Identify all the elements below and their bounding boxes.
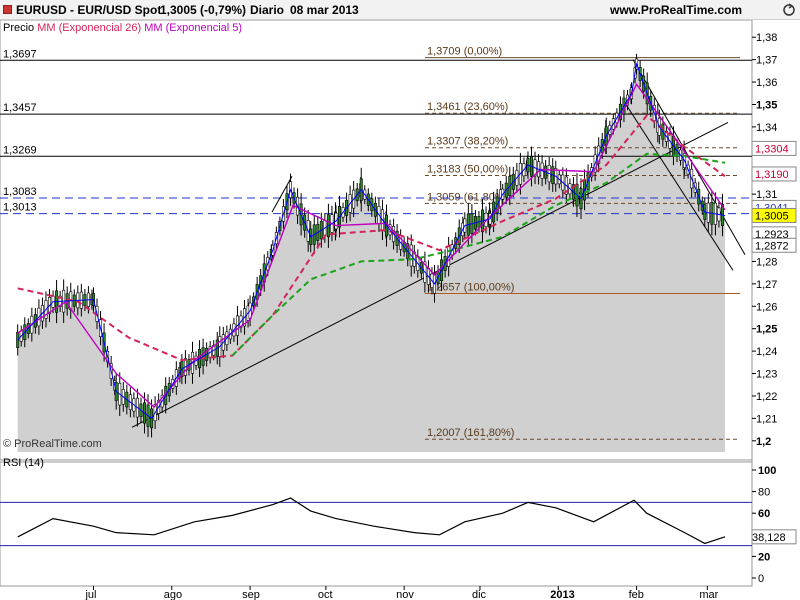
y-tick-label: 1,37 [756, 55, 777, 67]
site-url[interactable]: www.ProRealTime.com [610, 3, 743, 17]
fib-label: 1,2007 (161,80%) [427, 427, 514, 439]
rsi-panel [0, 461, 753, 587]
fib-label: 1,2657 (100,00%) [427, 281, 514, 293]
price-line [17, 62, 726, 420]
date: 08 mar 2013 [290, 3, 359, 17]
refresh-icon[interactable] [782, 3, 796, 17]
rsi-y-tick-label: 20 [758, 551, 770, 563]
y-tick-label: 1,27 [756, 279, 777, 291]
x-tick-label: dic [472, 589, 487, 600]
y-tick-label: 1,34 [756, 122, 777, 134]
y-tick-label: 1,38 [756, 32, 777, 44]
right-label: 1,3304 [755, 143, 789, 155]
copyright: © ProRealTime.com [3, 438, 102, 450]
fib-label: 1,3059 (61,80%) [427, 191, 508, 203]
level-label: 1,3269 [3, 144, 37, 156]
trendline-short [271, 175, 293, 213]
rsi-y-tick-label: 80 [758, 487, 770, 499]
legend: Precio MM (Exponencial 26) MM (Exponenci… [3, 22, 242, 34]
fib-label: 1,3183 (50,00%) [427, 164, 508, 176]
right-label-box [751, 207, 797, 223]
x-tick-label: nov [396, 589, 414, 600]
fib-label: 1,3307 (38,20%) [427, 136, 508, 148]
y-tick-label: 1,36 [756, 77, 777, 89]
legend-ema26: MM (Exponencial 26) [37, 22, 142, 34]
y-tick-label: 1,21 [756, 413, 777, 425]
level-label: 1,3083 [3, 186, 37, 198]
ema5-line [17, 82, 726, 409]
level-label: 1,3013 [3, 202, 37, 214]
level-label: 1,3697 [3, 48, 37, 60]
rsi-y-tick-label: 60 [758, 508, 770, 520]
y-tick-label: 1,24 [756, 346, 777, 358]
instrument-name: EURUSD - EUR/USD Spot [16, 3, 162, 17]
y-tick-label: 1,31 [756, 189, 777, 201]
level-label: 1,3457 [3, 102, 37, 114]
fib-label: 1,3461 (23,60%) [427, 101, 508, 113]
ema-green-line [231, 152, 726, 357]
trendline-channel [625, 104, 734, 271]
legend-ema5: MM (Exponencial 5) [144, 22, 243, 34]
period: Diario [250, 3, 285, 17]
x-tick-label: ago [164, 589, 182, 600]
instrument-color-icon [3, 5, 12, 14]
price-area [17, 64, 726, 453]
y-tick-label: 1,2 [756, 436, 771, 448]
fib-label: 1,3709 (0,00%) [427, 46, 502, 58]
x-tick-label: oct [318, 589, 333, 600]
x-tick-label: jul [84, 589, 96, 600]
y-tick-label: 1,28 [756, 256, 777, 268]
right-label-box [751, 166, 797, 182]
rsi-value-box [751, 529, 797, 545]
rsi-title: RSI (14) [3, 457, 44, 469]
title-bar: EURUSD - EUR/USD Spot 1,3005 (-0,79%) Di… [0, 0, 800, 20]
rsi-line [17, 497, 726, 545]
y-tick-label: 1,22 [756, 391, 777, 403]
right-label: 1,3005 [755, 210, 789, 222]
trendline-support [131, 121, 729, 428]
y-tick-label: 1,26 [756, 301, 777, 313]
right-label-box [751, 140, 797, 156]
x-tick-label: feb [629, 589, 644, 600]
y-tick-label: 1,35 [756, 99, 777, 111]
x-tick-label: mar [699, 589, 718, 600]
right-label: 1,3190 [755, 169, 789, 181]
y-tick-label: 1,25 [756, 324, 777, 336]
rsi-y-tick-label: 100 [758, 465, 776, 477]
ema26-line [17, 114, 726, 362]
y-tick-label: 1,23 [756, 369, 777, 381]
right-label-box [751, 237, 797, 253]
chart-svg[interactable]: 1,3697 1,3457 1,3269 1,3083 1,3013 1,3709 (0,… [0, 20, 800, 600]
right-label: 1,2872 [755, 240, 789, 252]
rsi-y-tick-label: 0 [758, 573, 764, 585]
x-tick-label: sep [242, 589, 260, 600]
price-change: 1,3005 (-0,79%) [160, 3, 247, 17]
rsi-value: 38,128 [752, 532, 786, 544]
x-tick-label: 2013 [550, 589, 574, 600]
legend-price: Precio [3, 22, 35, 34]
